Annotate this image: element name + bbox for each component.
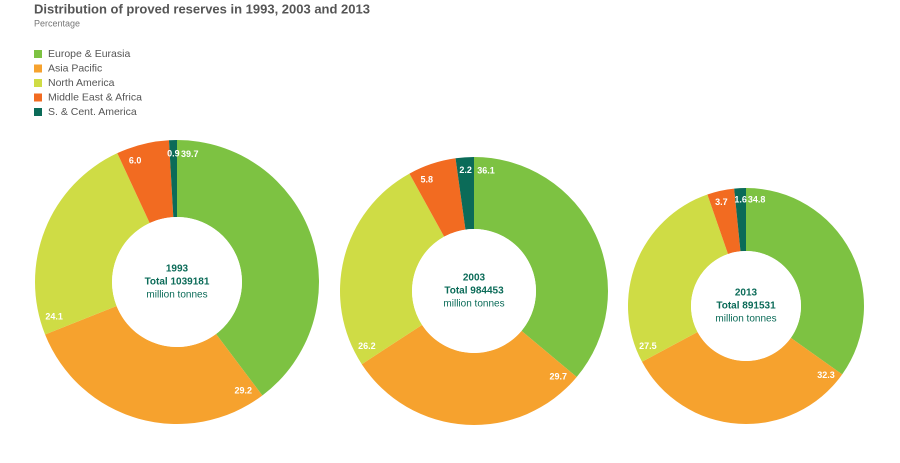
chart-title: Distribution of proved reserves in 1993,… [34, 1, 370, 16]
value-label: 29.7 [549, 372, 567, 382]
value-label: 1.6 [734, 194, 747, 204]
donut-slice [707, 188, 741, 255]
legend-swatch [34, 108, 42, 116]
value-label: 27.5 [639, 341, 657, 351]
center-label: million tonnes [146, 290, 207, 301]
legend-label: S. & Cent. America [48, 106, 137, 118]
legend-label: Middle East & Africa [48, 91, 142, 103]
value-label: 26.2 [358, 341, 376, 351]
chart-subtitle: Percentage [34, 18, 80, 28]
donut-slice [746, 188, 865, 375]
donut-slice [455, 157, 474, 230]
center-label: Total 891531 [716, 301, 776, 312]
value-label: 24.1 [45, 312, 63, 322]
value-label: 32.3 [817, 370, 835, 380]
center-label: Total 984453 [444, 286, 504, 297]
value-label: 36.1 [477, 165, 495, 175]
center-label: 2003 [463, 273, 486, 284]
legend-swatch [34, 50, 42, 58]
center-label: million tonnes [715, 314, 776, 325]
donut-slice [642, 331, 843, 425]
legend-label: Asia Pacific [48, 62, 102, 74]
value-label: 6.0 [129, 156, 142, 166]
center-label: 2013 [735, 288, 758, 299]
value-label: 5.8 [420, 174, 433, 184]
donut-slice [45, 306, 263, 424]
donut-slice [409, 158, 466, 237]
donut-slice [34, 153, 150, 335]
legend-swatch [34, 79, 42, 87]
donut-slice [340, 173, 445, 365]
donut-hole [112, 217, 242, 347]
legend-label: North America [48, 77, 115, 89]
value-label: 39.7 [181, 149, 199, 159]
donut-slice [628, 194, 729, 362]
center-label: Total 1039181 [145, 277, 210, 288]
value-label: 2.2 [459, 165, 472, 175]
value-label: 34.8 [748, 195, 766, 205]
value-label: 29.2 [234, 386, 252, 396]
donut-hole [412, 229, 536, 353]
legend-swatch [34, 64, 42, 73]
donut-slice [168, 140, 177, 218]
donut-slice [177, 140, 320, 396]
value-label: 0.9 [167, 149, 180, 159]
donut-slice [361, 324, 577, 425]
donut-slice [734, 188, 746, 252]
center-label: million tonnes [443, 299, 504, 310]
legend-swatch [34, 93, 42, 102]
value-label: 3.7 [715, 197, 728, 207]
center-label: 1993 [166, 264, 189, 275]
donut-slice [117, 140, 174, 224]
donut-slice [474, 157, 608, 378]
legend-label: Europe & Eurasia [48, 48, 130, 60]
donut-hole [691, 251, 801, 361]
